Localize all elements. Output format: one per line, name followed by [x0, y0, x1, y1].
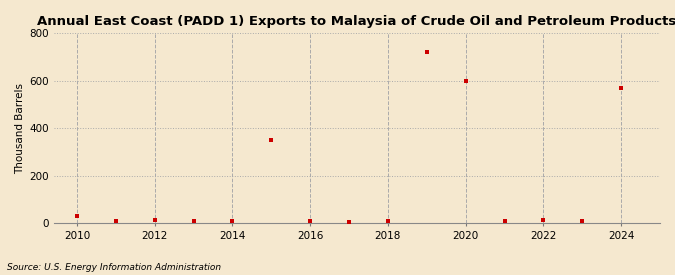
Point	[111, 219, 122, 223]
Point	[616, 86, 626, 90]
Point	[499, 219, 510, 223]
Point	[188, 219, 199, 223]
Point	[383, 219, 394, 223]
Y-axis label: Thousand Barrels: Thousand Barrels	[15, 83, 25, 174]
Point	[460, 79, 471, 83]
Point	[421, 50, 432, 54]
Point	[266, 138, 277, 142]
Point	[305, 219, 316, 223]
Point	[577, 219, 588, 223]
Point	[227, 219, 238, 223]
Point	[344, 220, 354, 224]
Text: Source: U.S. Energy Information Administration: Source: U.S. Energy Information Administ…	[7, 263, 221, 272]
Point	[538, 218, 549, 222]
Point	[72, 214, 82, 218]
Title: Annual East Coast (PADD 1) Exports to Malaysia of Crude Oil and Petroleum Produc: Annual East Coast (PADD 1) Exports to Ma…	[37, 15, 675, 28]
Point	[149, 217, 160, 222]
